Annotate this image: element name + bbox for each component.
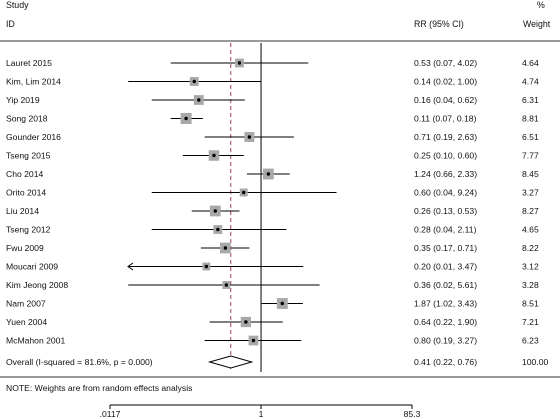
point-estimate [223,246,228,250]
point-estimate [241,190,246,195]
ci-text: 0.80 (0.19, 3.27) [414,336,477,346]
study-name: Fwu 2009 [6,243,44,253]
ci-text: 0.53 (0.07, 4.02) [414,58,477,68]
study-row: Yip 2019 0.16 (0.04, 0.62) 6.31 [6,95,539,105]
point-estimate [247,135,252,139]
ci-text: 0.26 (0.13, 0.53) [414,206,477,216]
study-row: Moucari 2009 0.20 (0.01, 3.47) 3.12 [6,262,539,272]
weight-text: 4.74 [522,77,539,87]
header-weight-percent: % [537,0,545,10]
point-estimate [224,283,229,287]
study-row: Cho 2014 1.24 (0.66, 2.33) 8.45 [6,168,539,180]
ci-text: 0.25 (0.10, 0.60) [414,151,477,161]
header-rr-ci: RR (95% CI) [414,19,464,29]
x-axis-ticks: .0117 1 85.3 [100,405,421,419]
study-name: Nam 2007 [6,299,46,309]
ci-text: 0.64 (0.22, 1.90) [414,317,477,327]
study-name: Kim Jeong 2008 [6,280,68,290]
study-row: Kim Jeong 2008 0.36 (0.02, 5.61) 3.28 [6,280,539,290]
study-name: Yuen 2004 [6,317,47,327]
ci-text: 0.36 (0.02, 5.61) [414,280,477,290]
ci-text: 0.14 (0.02, 1.00) [414,77,477,87]
weight-text: 6.51 [522,132,539,142]
ci-text: 0.28 (0.04, 2.11) [414,225,477,235]
ci-text: 0.60 (0.04, 9.24) [414,188,477,198]
overall-label: Overall (I-squared = 81.6%, p = 0.000) [6,357,153,367]
weight-text: 3.27 [522,188,539,198]
point-estimate [212,153,216,158]
study-name: Tseng 2015 [6,151,51,161]
note-text: NOTE: Weights are from random effects an… [6,383,192,393]
point-estimate [244,320,248,324]
point-estimate [251,338,256,343]
study-row: Tseng 2015 0.25 (0.10, 0.60) 7.77 [6,150,539,161]
study-name: Liu 2014 [6,206,39,216]
ci-arrow [127,262,134,271]
study-row: McMahon 2001 0.80 (0.19, 3.27) 6.23 [6,336,539,346]
header-id: ID [6,19,15,29]
study-name: Cho 2014 [6,169,43,179]
point-estimate [216,227,220,232]
weight-text: 8.45 [522,169,539,179]
weight-text: 7.77 [522,151,539,161]
study-row: Lauret 2015 0.53 (0.07, 4.02) 4.64 [6,58,539,68]
weight-text: 6.31 [522,95,539,105]
study-row: Orito 2014 0.60 (0.04, 9.24) 3.27 [6,188,539,198]
study-row: Gounder 2016 0.71 (0.19, 2.63) 6.51 [6,132,539,142]
ci-text: 1.87 (1.02, 3.43) [414,299,477,309]
point-estimate [266,172,271,176]
study-row: Fwu 2009 0.35 (0.17, 0.71) 8.22 [6,242,539,254]
ci-text: 0.16 (0.04, 0.62) [414,95,477,105]
study-row: Kim, Lim 2014 0.14 (0.02, 1.00) 4.74 [6,77,539,87]
study-rows: Lauret 2015 0.53 (0.07, 4.02) 4.64 Kim, Lim… [6,58,539,346]
weight-text: 6.23 [522,336,539,346]
point-estimate [192,79,196,84]
overall-diamond [207,355,254,369]
study-name: Lauret 2015 [6,58,52,68]
study-row: Liu 2014 0.26 (0.13, 0.53) 8.27 [6,205,539,217]
weight-text: 7.21 [522,317,539,327]
study-name: Yip 2019 [6,95,40,105]
study-row: Nam 2007 1.87 (1.02, 3.43) 8.51 [6,298,539,309]
weight-text: 4.65 [522,225,539,235]
study-row: Song 2018 0.11 (0.07, 0.18) 8.81 [6,113,539,124]
overall-ci-text: 0.41 (0.22, 0.76) [414,357,477,367]
study-name: Orito 2014 [6,188,46,198]
study-name: Tseng 2012 [6,225,51,235]
overall-weight-text: 100.00 [522,357,549,367]
study-row: Yuen 2004 0.64 (0.22, 1.90) 7.21 [6,316,539,328]
weight-text: 8.81 [522,114,539,124]
ci-text: 0.11 (0.07, 0.18) [414,114,477,124]
study-name: Kim, Lim 2014 [6,77,61,87]
study-row: Tseng 2012 0.28 (0.04, 2.11) 4.65 [6,225,539,235]
study-name: Moucari 2009 [6,262,58,272]
weight-text: 8.27 [522,206,539,216]
point-estimate [237,61,242,65]
point-estimate [213,209,217,213]
study-name: Song 2018 [6,114,48,124]
study-name: Gounder 2016 [6,132,61,142]
point-estimate [204,264,209,269]
x-tick-label: 1 [259,409,264,419]
weight-text: 4.64 [522,58,539,68]
ci-text: 1.24 (0.66, 2.33) [414,169,477,179]
ci-text: 0.20 (0.01, 3.47) [414,262,477,272]
weight-text: 8.51 [522,299,539,309]
ci-text: 0.35 (0.17, 0.71) [414,243,477,253]
point-estimate [184,116,188,121]
header-weight: Weight [523,19,551,29]
point-estimate [280,301,284,306]
x-tick-label: 85.3 [404,409,421,419]
study-name: McMahon 2001 [6,336,65,346]
ci-text: 0.71 (0.19, 2.63) [414,132,477,142]
x-tick-label: .0117 [100,409,121,419]
point-estimate [197,98,201,102]
weight-text: 3.28 [522,280,539,290]
weight-text: 8.22 [522,243,539,253]
header-study: Study [6,0,29,10]
weight-text: 3.12 [522,262,539,272]
